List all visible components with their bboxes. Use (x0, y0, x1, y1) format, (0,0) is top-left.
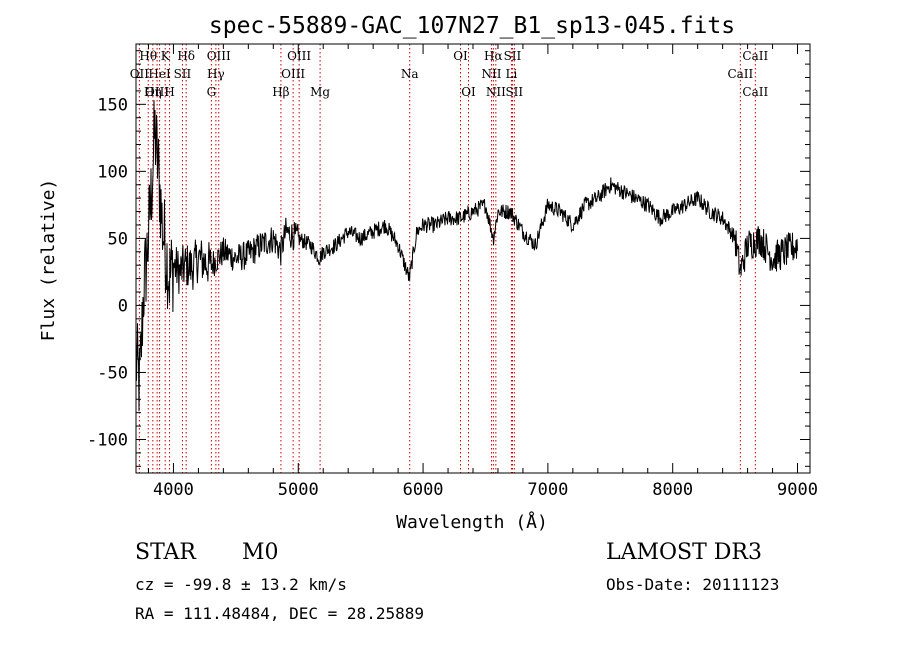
line-marker-label: K (161, 49, 171, 63)
line-marker-label: SII (505, 85, 523, 99)
line-marker-label: Li (506, 67, 518, 81)
axis-tick-labels: 4000 5000 6000 7000 8000 9000 -100 -50 0 50 100 150 (87, 95, 818, 500)
y-tick-label: -100 (87, 430, 128, 450)
line-marker-label: OIII (281, 67, 305, 81)
line-marker-label: Hθ (139, 49, 157, 63)
line-marker-label: NII (481, 67, 501, 81)
object-subclass: M0 (242, 540, 279, 565)
redshift-line: cz = -99.8 ± 13.2 km/s (135, 575, 347, 594)
line-marker-label: OIII (145, 85, 169, 99)
axis-ticks (136, 44, 810, 473)
line-marker-label: SII (174, 67, 192, 81)
line-marker-label: Hη (144, 85, 162, 99)
chart-title: spec-55889-GAC_107N27_B1_sp13-045.fits (209, 13, 735, 39)
line-marker-label: HeI (148, 67, 171, 81)
object-type: STAR (135, 540, 196, 565)
line-marker-label: OI (461, 85, 476, 99)
coordinates: RA = 111.48484, DEC = 28.25889 (135, 604, 424, 623)
line-marker-label: OIII (287, 49, 311, 63)
x-tick-label: 9000 (777, 480, 818, 500)
line-marker-label: Mg (310, 85, 330, 99)
line-marker-label: OII (130, 67, 150, 81)
line-marker-label: Hα (484, 49, 503, 63)
x-tick-label: 6000 (403, 480, 444, 500)
x-tick-label: 8000 (652, 480, 693, 500)
line-marker-label: Hδ (177, 49, 195, 63)
line-marker-label: OIII (207, 49, 231, 63)
x-tick-label: 4000 (153, 480, 194, 500)
y-axis-label: Flux (relative) (38, 179, 59, 342)
line-marker-label: Hγ (207, 67, 225, 81)
x-tick-label: 7000 (527, 480, 568, 500)
y-tick-label: -50 (97, 363, 128, 383)
line-marker-label: OI (453, 49, 468, 63)
line-marker-label: Na (401, 67, 419, 81)
line-marker-label: SII (504, 49, 522, 63)
line-marker-label: NII (486, 85, 506, 99)
line-marker-label: Hβ (272, 85, 289, 99)
flux-series-line (135, 100, 798, 412)
line-marker-label: H (164, 85, 174, 99)
y-tick-label: 50 (108, 229, 128, 249)
y-tick-label: 0 (118, 296, 128, 316)
y-tick-label: 100 (97, 162, 128, 182)
obs-date: Obs-Date: 20111123 (606, 575, 780, 594)
survey-name: LAMOST DR3 (606, 540, 762, 565)
line-marker-label: CaII (727, 67, 753, 81)
x-tick-label: 5000 (278, 480, 319, 500)
line-marker-label: CaII (742, 49, 768, 63)
line-marker-label: CaII (742, 85, 768, 99)
y-tick-label: 150 (97, 95, 128, 115)
x-axis-label: Wavelength (Å) (396, 511, 548, 533)
line-marker-label: G (207, 85, 217, 99)
